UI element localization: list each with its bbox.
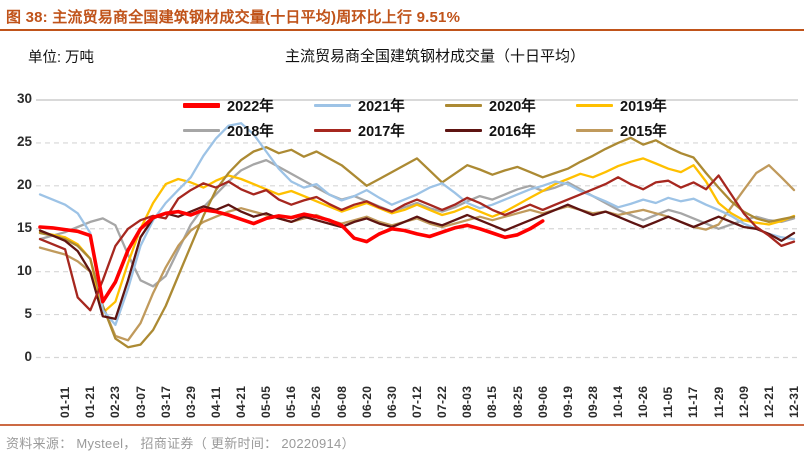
x-tick-label: 02-23 xyxy=(108,385,123,418)
chart-legend: 2022年 2021年 2020年 2019年 2018年 2017年 2016年 2015年 xyxy=(183,93,711,143)
legend-label: 2020年 xyxy=(489,99,536,115)
x-tick-label: 12-09 xyxy=(736,385,751,418)
y-tick-label: 0 xyxy=(24,348,32,364)
x-tick-label: 03-17 xyxy=(158,385,173,418)
legend-label: 2019年 xyxy=(620,99,667,115)
x-tick-label: 11-29 xyxy=(711,386,726,418)
y-tick-label: 10 xyxy=(16,262,32,278)
x-tick-label: 06-08 xyxy=(334,385,349,418)
footer-separator xyxy=(0,424,804,426)
x-tick-label: 12-21 xyxy=(761,385,776,418)
x-tick-label: 09-06 xyxy=(535,385,550,418)
legend-item-2018: 2018年 xyxy=(183,118,314,143)
y-tick-label: 20 xyxy=(16,176,32,192)
figure-title: 图 38: 主流贸易商全国建筑钢材成交量(十日平均)周环比上行 9.51% xyxy=(6,9,461,26)
x-tick-label: 10-14 xyxy=(611,385,626,418)
series-line-2019 xyxy=(38,157,796,315)
legend-swatch xyxy=(576,129,613,132)
x-tick-label: 03-29 xyxy=(183,385,198,418)
x-tick-label: 08-15 xyxy=(485,385,500,418)
legend-item-2020: 2020年 xyxy=(445,93,576,118)
series-line-2022 xyxy=(38,208,545,304)
series-line-2018 xyxy=(38,158,796,288)
x-tick-label: 04-11 xyxy=(208,386,223,418)
x-tick-label: 06-20 xyxy=(359,385,374,418)
legend-label: 2017年 xyxy=(358,124,405,140)
legend-item-2016: 2016年 xyxy=(445,118,576,143)
y-tick-label: 30 xyxy=(16,91,32,106)
legend-item-2017: 2017年 xyxy=(314,118,445,143)
legend-label: 2015年 xyxy=(620,124,667,140)
x-tick-label: 09-28 xyxy=(585,385,600,418)
y-tick-label: 15 xyxy=(16,219,32,235)
legend-swatch xyxy=(314,104,351,107)
x-tick-label: 08-25 xyxy=(510,385,525,418)
x-tick-label: 01-21 xyxy=(83,385,98,418)
legend-label: 2016年 xyxy=(489,124,536,140)
legend-swatch xyxy=(445,104,482,107)
legend-label: 2021年 xyxy=(358,99,405,115)
x-tick-label: 05-26 xyxy=(309,385,324,418)
legend-item-2021: 2021年 xyxy=(314,93,445,118)
x-tick-label: 08-03 xyxy=(460,385,475,418)
legend-swatch xyxy=(183,103,220,108)
x-tick-label: 05-16 xyxy=(284,385,299,418)
legend-item-2015: 2015年 xyxy=(576,118,707,143)
x-tick-label: 04-21 xyxy=(234,385,249,418)
series-line-2021 xyxy=(38,122,796,327)
x-tick-label: 10-26 xyxy=(636,385,651,418)
title-underline xyxy=(0,29,804,31)
legend-label: 2022年 xyxy=(227,99,274,115)
x-tick-label: 12-31 xyxy=(787,385,801,418)
x-tick-label: 05-05 xyxy=(259,385,274,418)
x-tick-label: 01-11 xyxy=(58,386,73,418)
legend-swatch xyxy=(314,129,351,132)
source-text: 资料来源： Mysteel， 招商证券（ 更新时间： 20220914） xyxy=(6,436,355,451)
x-tick-label: 11-17 xyxy=(686,386,701,418)
series-line-2017 xyxy=(38,174,796,312)
chart-title: 主流贸易商全国建筑钢材成交量（十日平均） xyxy=(284,48,585,65)
legend-label: 2018年 xyxy=(227,124,274,140)
y-tick-label: 5 xyxy=(24,305,32,321)
legend-swatch xyxy=(576,104,613,107)
unit-label: 单位: 万吨 xyxy=(28,50,95,66)
x-tick-label: 11-05 xyxy=(661,386,676,418)
legend-item-2022: 2022年 xyxy=(183,93,314,118)
x-tick-label: 06-30 xyxy=(384,385,399,418)
x-tick-label: 07-22 xyxy=(435,385,450,418)
legend-item-2019: 2019年 xyxy=(576,93,707,118)
legend-swatch xyxy=(183,129,220,132)
x-tick-label: 03-07 xyxy=(133,385,148,418)
series-line-2020 xyxy=(38,136,796,349)
legend-swatch xyxy=(445,129,482,132)
x-tick-label: 07-12 xyxy=(410,385,424,418)
x-tick-label: 09-19 xyxy=(560,385,575,418)
y-tick-label: 25 xyxy=(16,133,32,149)
